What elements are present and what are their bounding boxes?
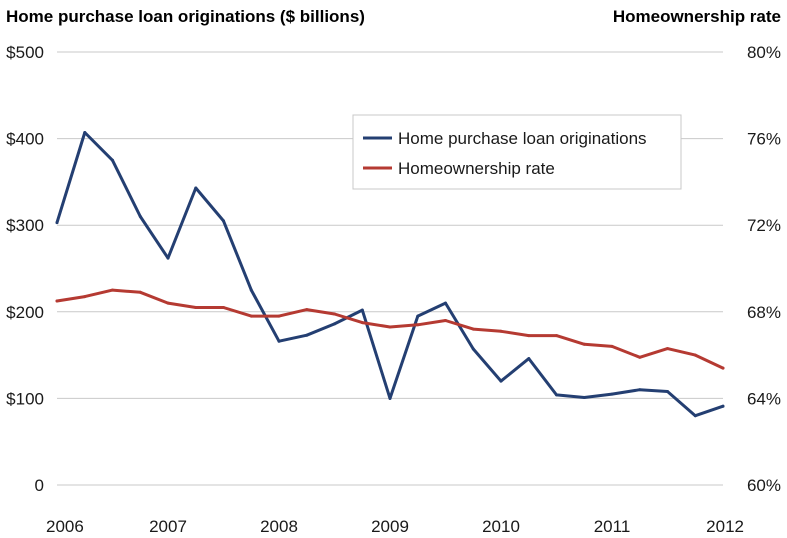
- data-point: [333, 322, 336, 326]
- data-point: [499, 329, 503, 333]
- right-tick-label: 80%: [747, 43, 781, 62]
- x-tick-label: 2009: [371, 517, 409, 536]
- x-tick-label: 2007: [149, 517, 187, 536]
- data-point: [305, 308, 309, 312]
- data-point: [360, 321, 364, 325]
- left-tick-label: $200: [6, 303, 44, 322]
- legend-box: [352, 114, 682, 190]
- data-point: [693, 414, 697, 418]
- data-point: [388, 325, 392, 329]
- x-axis-ticks: 2006 2007 2008 2009 2010 2011 2012: [46, 517, 744, 536]
- left-tick-label: $400: [6, 130, 44, 149]
- right-tick-label: 76%: [747, 130, 781, 149]
- x-tick-label: 2010: [482, 517, 520, 536]
- data-point: [638, 388, 642, 392]
- data-point: [249, 288, 253, 292]
- left-axis-title: Home purchase loan originations ($ billi…: [6, 7, 365, 26]
- data-point: [610, 344, 614, 348]
- right-tick-label: 68%: [747, 303, 781, 322]
- data-point: [666, 390, 669, 393]
- data-point: [471, 347, 475, 351]
- legend-label-homeownership: Homeownership rate: [398, 159, 555, 178]
- data-point: [527, 334, 531, 338]
- data-point: [555, 393, 558, 397]
- right-axis-title: Homeownership rate: [613, 7, 781, 26]
- data-point: [138, 215, 142, 218]
- data-point: [249, 314, 253, 318]
- data-point: [721, 366, 725, 370]
- data-point: [416, 323, 420, 327]
- data-point: [222, 219, 225, 223]
- data-point: [83, 295, 87, 299]
- data-point: [527, 357, 531, 361]
- right-tick-label: 72%: [747, 216, 781, 235]
- x-tick-label: 2006: [46, 517, 84, 536]
- left-tick-label: $300: [6, 216, 44, 235]
- data-point: [222, 306, 225, 309]
- data-point: [194, 306, 198, 309]
- x-tick-label: 2008: [260, 517, 298, 536]
- series-lines: [55, 131, 725, 418]
- series-line-homeownership: [55, 288, 725, 370]
- left-tick-label: 0: [35, 476, 44, 495]
- data-point: [444, 301, 447, 305]
- x-tick-label: 2012: [706, 517, 744, 536]
- data-point: [83, 131, 87, 134]
- data-point: [166, 256, 170, 260]
- data-point: [693, 353, 697, 357]
- data-point: [194, 186, 198, 190]
- data-point: [55, 221, 59, 225]
- left-tick-label: $500: [6, 43, 44, 62]
- data-point: [305, 333, 309, 337]
- data-point: [499, 379, 503, 383]
- data-point: [666, 347, 669, 351]
- data-point: [721, 404, 725, 408]
- data-point: [610, 392, 614, 396]
- legend: Home purchase loan originations Homeowne…: [352, 114, 682, 190]
- data-point: [582, 396, 586, 399]
- data-point: [471, 327, 475, 331]
- data-point: [277, 314, 281, 318]
- x-tick-label: 2011: [594, 517, 631, 536]
- data-point: [111, 288, 114, 292]
- data-point: [638, 355, 642, 359]
- data-point: [333, 312, 336, 316]
- data-point: [582, 342, 586, 346]
- right-axis-ticks: 80% 76% 72% 68% 64% 60%: [747, 43, 781, 495]
- data-point: [416, 314, 420, 318]
- data-point: [111, 158, 114, 162]
- left-axis-ticks: $500 $400 $300 $200 $100 0: [6, 43, 44, 495]
- data-point: [555, 334, 558, 338]
- left-tick-label: $100: [6, 389, 44, 408]
- data-point: [277, 339, 281, 343]
- data-point: [444, 319, 447, 322]
- data-point: [360, 308, 364, 312]
- data-point: [166, 301, 170, 305]
- data-point: [388, 396, 392, 400]
- right-tick-label: 60%: [747, 476, 781, 495]
- legend-label-originations: Home purchase loan originations: [398, 129, 647, 148]
- data-point: [138, 290, 142, 294]
- right-tick-label: 64%: [747, 389, 781, 408]
- data-point: [55, 299, 59, 303]
